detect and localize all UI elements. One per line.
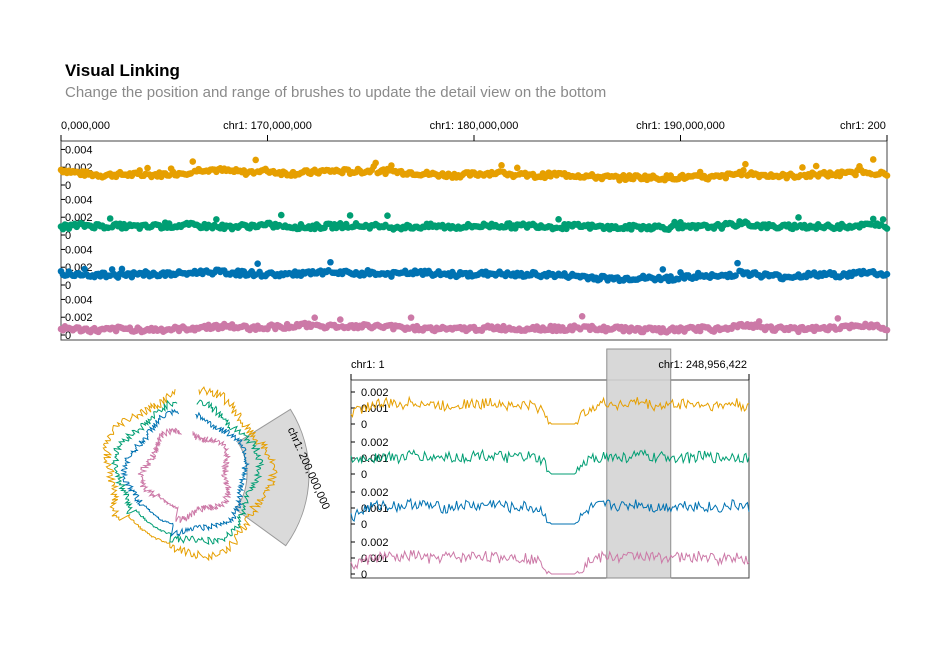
series-1-line [350, 395, 750, 425]
data-point [812, 162, 820, 170]
y-tick-label: 0 [65, 180, 71, 192]
data-point [755, 318, 763, 325]
data-point [555, 216, 562, 223]
data-point [732, 272, 739, 279]
data-point [578, 313, 586, 320]
data-point [513, 164, 521, 172]
data-point [498, 161, 505, 169]
bottom-overview-view[interactable]: chr1: 1 chr1: 248,956,422 0.002 0.001 0 0.002… [350, 348, 750, 581]
x-tick-label: chr1: 170,000,000 [223, 120, 312, 132]
y-tick-label: 0 [361, 469, 367, 481]
data-point [834, 315, 842, 322]
y-tick-label: 0.002 [65, 212, 93, 224]
x-tick-label: 0,000,000 [61, 120, 110, 132]
series-1-points [57, 156, 891, 184]
data-point [106, 215, 114, 222]
data-point [189, 158, 197, 165]
data-point [883, 270, 891, 278]
data-point [118, 265, 126, 273]
x-tick-label: chr1: 180,000,000 [430, 120, 519, 132]
data-point [277, 211, 285, 219]
data-point [136, 167, 143, 174]
data-point [252, 156, 259, 164]
circular-track-1 [102, 386, 278, 562]
y-tick-label: 0.002 [361, 437, 389, 449]
series-3-line [350, 497, 750, 525]
y-tick-label: 0.004 [65, 194, 93, 206]
data-point [372, 159, 379, 167]
y-tick-label: 0 [65, 330, 71, 342]
data-point [879, 216, 887, 223]
data-point [144, 164, 151, 172]
data-point [869, 156, 877, 163]
y-tick-label: 0 [65, 230, 71, 242]
data-point [336, 316, 344, 323]
circular-overview[interactable]: chr1: 200,000,000 [102, 386, 332, 562]
data-point [81, 265, 88, 273]
y-tick-label: 0 [361, 519, 367, 531]
data-point [734, 259, 741, 267]
series-3-points [57, 258, 891, 285]
x-tick-label: chr1: 190,000,000 [636, 120, 725, 132]
x-tick-label: chr1: 1 [351, 359, 385, 371]
y-tick-label: 0.002 [361, 387, 389, 399]
data-point [883, 326, 891, 334]
series-4-line [350, 549, 750, 575]
circular-track-4 [137, 427, 232, 523]
circular-track-2 [110, 399, 265, 546]
page-subtitle: Change the position and range of brushes… [65, 84, 607, 101]
series-2-points [57, 211, 891, 233]
data-point [213, 216, 220, 223]
y-tick-label: 0 [65, 280, 71, 292]
y-tick-label: 0.004 [65, 294, 93, 306]
data-point [407, 314, 415, 321]
y-tick-label: 0.004 [65, 144, 93, 156]
y-tick-label: 0.002 [361, 537, 389, 549]
y-tick-label: 0.004 [65, 244, 93, 256]
data-point [327, 258, 334, 266]
y-tick-label: 0.001 [361, 403, 389, 415]
data-point [384, 212, 391, 219]
data-point [795, 214, 802, 221]
data-point [883, 225, 891, 232]
data-point [254, 260, 261, 267]
y-tick-label: 0.002 [65, 312, 93, 324]
data-point [742, 160, 749, 168]
data-point [346, 212, 354, 219]
series-2-line [350, 448, 750, 475]
y-tick-label: 0.002 [361, 487, 389, 499]
data-point [883, 172, 891, 179]
data-point [388, 162, 395, 169]
page-title: Visual Linking [65, 61, 180, 80]
data-point [740, 167, 747, 174]
data-point [311, 314, 319, 321]
data-point [659, 266, 667, 273]
y-tick-label: 0 [361, 569, 367, 581]
bottom-view-frame [350, 379, 750, 579]
x-tick-label: chr1: 200 [840, 120, 886, 132]
series-4-points [57, 313, 891, 336]
top-detail-view[interactable]: 0,000,000 chr1: 170,000,000 chr1: 180,000,… [57, 120, 891, 342]
linear-brush[interactable] [606, 348, 672, 579]
x-tick-label: chr1: 248,956,422 [658, 359, 747, 371]
data-point [869, 215, 877, 223]
y-tick-label: 0 [361, 419, 367, 431]
circular-track-3 [120, 408, 250, 538]
data-point [799, 164, 806, 171]
